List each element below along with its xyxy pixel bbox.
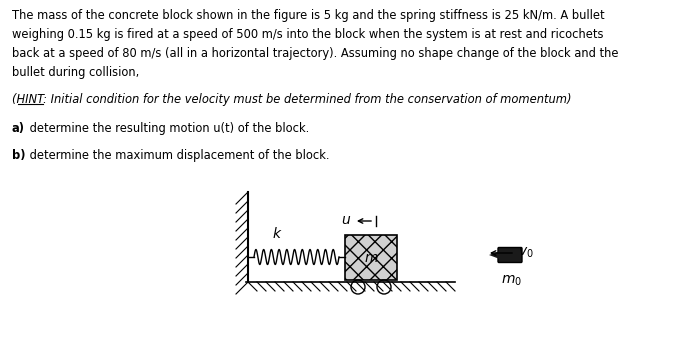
Text: (HINT: Initial condition for the velocity must be determined from the conservati: (HINT: Initial condition for the velocit… [12,93,571,106]
Bar [345,235,397,280]
Text: bullet during collision,: bullet during collision, [12,66,139,79]
Text: weighing 0.15 kg is fired at a speed of 500 m/s into the block when the system i: weighing 0.15 kg is fired at a speed of … [12,28,603,41]
Text: The mass of the concrete block shown in the figure is 5 kg and the spring stiffn: The mass of the concrete block shown in … [12,9,605,22]
Text: $v_0$: $v_0$ [518,246,533,260]
Text: back at a speed of 80 m/s (all in a horizontal trajectory). Assuming no shape ch: back at a speed of 80 m/s (all in a hori… [12,47,619,60]
Text: k: k [273,227,281,241]
Text: b): b) [12,149,25,162]
FancyBboxPatch shape [498,247,522,262]
Text: $u$: $u$ [341,213,351,227]
Text: $m$: $m$ [364,251,378,265]
Text: determine the resulting motion u(t) of the block.: determine the resulting motion u(t) of t… [26,122,309,135]
Text: a): a) [12,122,25,135]
Text: $m_0$: $m_0$ [501,273,522,288]
Text: determine the maximum displacement of the block.: determine the maximum displacement of th… [26,149,330,162]
Polygon shape [489,251,501,260]
